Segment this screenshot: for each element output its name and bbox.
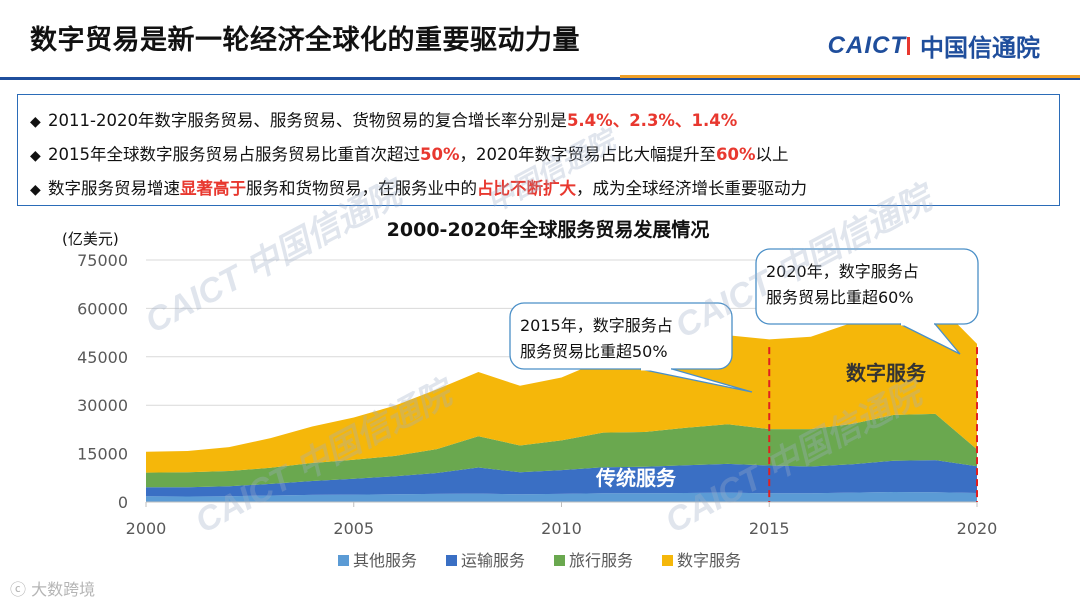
- callout-bubble: [509, 302, 733, 370]
- traditional-services-label: 传统服务: [595, 466, 677, 490]
- legend-label-运输服务: 运输服务: [461, 551, 525, 570]
- diamond-bullet-icon: ◆: [30, 182, 41, 198]
- header-divider: [0, 77, 1080, 80]
- bullet-share-2015: ◆ 2015年全球数字服务贸易占服务贸易比重首次超过50%，2020年数字贸易占比…: [30, 141, 789, 165]
- callout-text: 服务贸易比重超60%: [766, 288, 914, 307]
- bullet-highlight: 显著高于: [180, 179, 246, 198]
- bullet-highlight: 60%: [716, 145, 756, 164]
- bullet-growth-driver: ◆ 数字服务贸易增速显著高于服务和货物贸易，在服务业中的占比不断扩大，成为全球经济…: [30, 175, 807, 199]
- bullet-highlight: 5.4%、2.3%、1.4%: [566, 111, 738, 130]
- logo-chinese: 中国信通院: [920, 34, 1040, 62]
- logo-english: CAICT: [827, 31, 906, 59]
- bullet-highlight: 50%: [420, 145, 460, 164]
- bullet-text: 2011-2020年数字服务贸易、服务贸易、货物贸易的复合增长率分别是: [48, 111, 567, 130]
- callout-bubble: [755, 248, 979, 325]
- x-tick-label: 2020: [957, 519, 998, 538]
- x-tick-label: 2000: [126, 519, 167, 538]
- y-axis-unit-label: (亿美元): [62, 230, 119, 248]
- y-tick-label: 75000: [77, 251, 128, 270]
- caict-logo: CAICT 中国信通院: [828, 28, 1040, 63]
- bullet-text: 服务和货物贸易，在服务业中的: [246, 179, 477, 198]
- bullet-text: 以上: [755, 145, 789, 164]
- bullet-growth-rate: ◆ 2011-2020年数字服务贸易、服务贸易、货物贸易的复合增长率分别是5.4%…: [30, 107, 737, 131]
- bullet-text: ，2020年数字贸易占比大幅提升至: [459, 145, 717, 164]
- chart-title: 2000-2020年全球服务贸易发展情况: [387, 218, 710, 241]
- area-旅行服务: [146, 413, 977, 488]
- y-tick-label: 45000: [77, 348, 128, 367]
- chart-legend: 其他服务 运输服务 旅行服务 数字服务: [338, 551, 741, 570]
- digital-services-label: 数字服务: [846, 361, 927, 385]
- bullet-text: ，成为全球经济增长重要驱动力: [576, 179, 807, 198]
- x-tick-label: 2015: [749, 519, 790, 538]
- footer-watermark-text: 大数跨境: [31, 580, 96, 599]
- legend-swatch-其他服务: [338, 555, 349, 566]
- axes: 0 15000 30000 45000 60000 75000 2000 2005 2010 20…: [77, 251, 997, 538]
- x-tick-label: 2005: [333, 519, 374, 538]
- diamond-bullet-icon: ◆: [30, 114, 41, 130]
- diamond-bullet-icon: ◆: [30, 148, 41, 164]
- legend-swatch-运输服务: [446, 555, 457, 566]
- legend-label-其他服务: 其他服务: [353, 551, 417, 570]
- logo-accent-bar: [907, 36, 910, 55]
- y-tick-label: 15000: [77, 445, 128, 464]
- y-tick-label: 30000: [77, 396, 128, 415]
- bullet-highlight: 占比不断扩大: [477, 179, 576, 198]
- callout-text: 服务贸易比重超50%: [520, 342, 668, 361]
- x-tick-label: 2010: [541, 519, 582, 538]
- bullet-text: 数字服务贸易增速: [48, 179, 180, 198]
- legend-swatch-数字服务: [662, 555, 673, 566]
- key-points-box: ◆ 2011-2020年数字服务贸易、服务贸易、货物贸易的复合增长率分别是5.4%…: [17, 94, 1060, 206]
- footer-logo-icon: ⓒ: [10, 580, 27, 599]
- area-数字服务: [146, 301, 977, 473]
- callout-text: 2020年，数字服务占: [766, 262, 919, 281]
- legend-swatch-旅行服务: [554, 555, 565, 566]
- callout-text: 2015年，数字服务占: [520, 316, 673, 335]
- page-title: 数字贸易是新一轮经济全球化的重要驱动力量: [30, 25, 580, 56]
- bullet-text: 2015年全球数字服务贸易占服务贸易比重首次超过: [48, 145, 420, 164]
- legend-label-数字服务: 数字服务: [677, 551, 741, 570]
- footer-watermark: ⓒ 大数跨境: [10, 576, 95, 600]
- header-accent-divider: [620, 75, 1080, 78]
- y-tick-label: 60000: [77, 299, 128, 318]
- legend-label-旅行服务: 旅行服务: [569, 551, 633, 570]
- y-tick-label: 0: [118, 493, 128, 512]
